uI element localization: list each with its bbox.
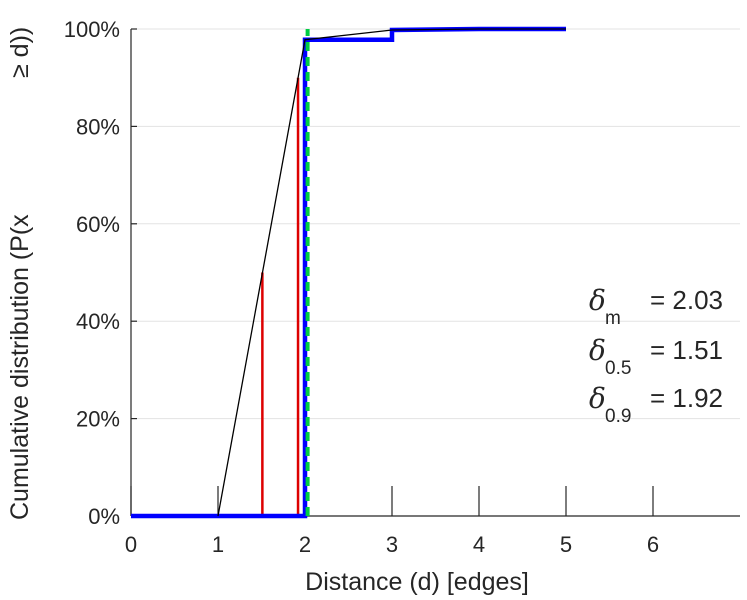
series	[131, 26, 566, 519]
stat-annotation: δm = 2.03	[589, 284, 723, 329]
tick-labels: 0 1 2 3 4 5 60%20%40%60%80%100%	[64, 17, 659, 557]
stat-annotation: δ0.9 = 1.92	[589, 382, 723, 427]
step-cdf-line	[131, 26, 566, 519]
y-tick-label: 80%	[76, 114, 120, 139]
x-tick-label: 0	[125, 532, 137, 557]
stat-value: = 1.51	[650, 335, 723, 365]
y-tick-label: 20%	[76, 407, 120, 432]
x-tick-label: 6	[647, 532, 659, 557]
y-axis-title-line-1: Cumulative distribution (P(x	[6, 214, 34, 520]
quantile-markers	[261, 77, 300, 516]
y-tick-label: 100%	[64, 17, 120, 42]
stat-value: = 1.92	[650, 383, 723, 413]
stat-annotation: δ0.5 = 1.51	[589, 334, 723, 379]
x-axis-title: Distance (d) [edges]	[305, 568, 529, 596]
y-tick-label: 0%	[88, 504, 120, 529]
x-tick-label: 5	[560, 532, 572, 557]
stat-value: = 2.03	[650, 285, 723, 315]
x-tick-label: 2	[299, 532, 311, 557]
stat-subscript: 0.9	[605, 406, 631, 427]
stat-subscript: 0.5	[605, 358, 631, 379]
stat-symbol: δ	[589, 284, 606, 317]
grid	[131, 28, 740, 420]
interpolated-cdf-line	[217, 28, 566, 517]
stat-symbol: δ	[589, 382, 606, 415]
y-tick-label: 60%	[76, 212, 120, 237]
stat-subscript: m	[605, 308, 621, 329]
x-tick-label: 4	[473, 532, 485, 557]
stat-symbol: δ	[589, 334, 606, 367]
y-axis-title-line-2: ≥ d))	[6, 27, 34, 78]
y-tick-label: 40%	[76, 309, 120, 334]
x-tick-label: 3	[386, 532, 398, 557]
y-axis-title: Cumulative distribution (P(x ≥ d))	[6, 27, 34, 520]
axes	[130, 28, 740, 517]
x-tick-label: 1	[212, 532, 224, 557]
